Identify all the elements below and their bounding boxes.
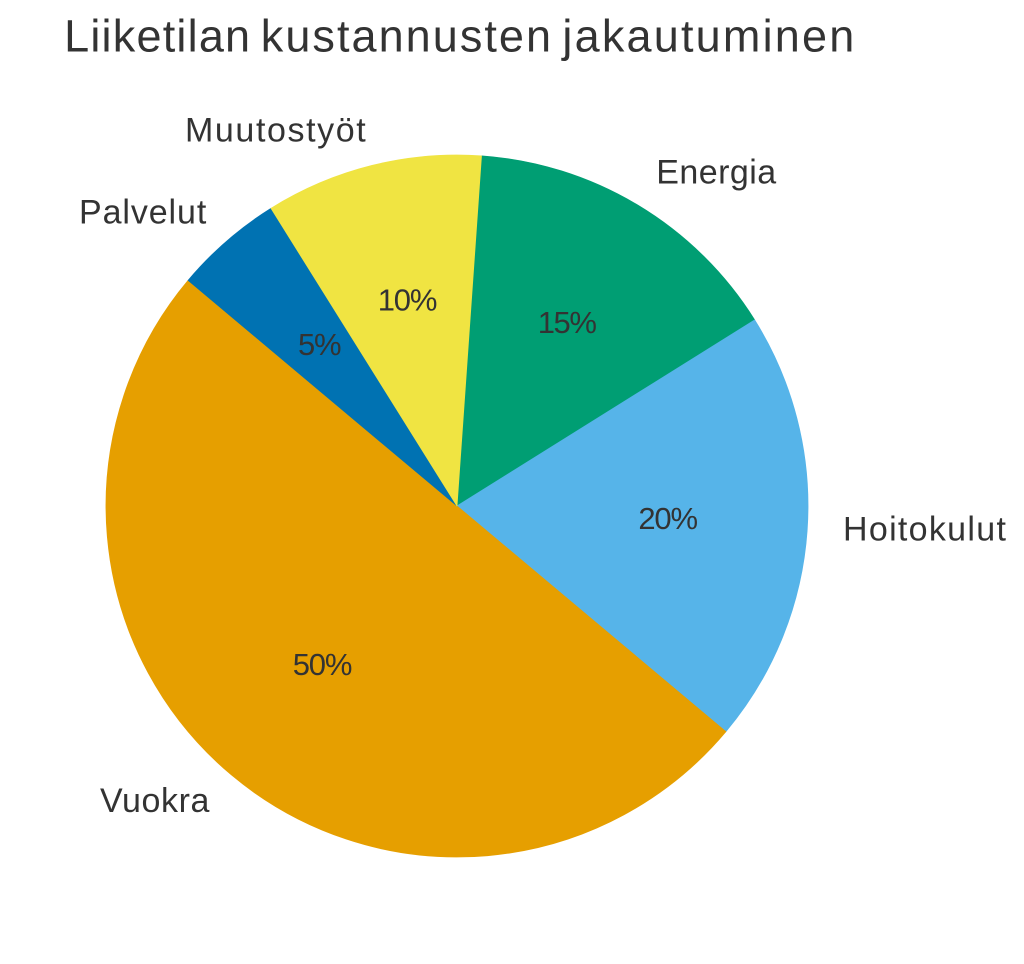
- svg-text:Hoitokulut: Hoitokulut: [843, 511, 1007, 549]
- svg-text:Energia: Energia: [656, 154, 776, 192]
- svg-text:20%: 20%: [638, 501, 697, 536]
- svg-text:Vuokra: Vuokra: [100, 782, 210, 820]
- svg-text:Palvelut: Palvelut: [79, 193, 207, 231]
- svg-text:10%: 10%: [378, 282, 437, 317]
- svg-text:15%: 15%: [538, 305, 597, 340]
- svg-text:50%: 50%: [293, 647, 352, 682]
- svg-text:Muutostyöt: Muutostyöt: [185, 112, 367, 150]
- svg-text:5%: 5%: [298, 327, 341, 362]
